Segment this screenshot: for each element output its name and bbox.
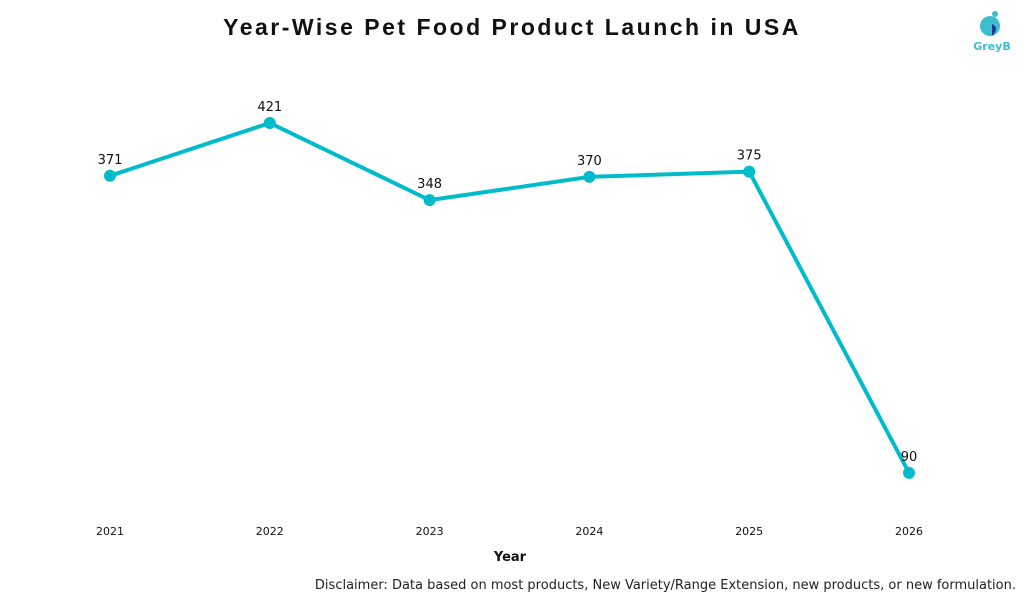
data-label: 90 bbox=[901, 450, 918, 465]
x-axis-label: Year bbox=[493, 550, 527, 565]
x-tick-label: 2022 bbox=[256, 525, 284, 538]
data-label: 348 bbox=[417, 177, 442, 192]
data-point bbox=[104, 169, 116, 182]
data-label: 421 bbox=[257, 100, 282, 115]
logo-icon bbox=[980, 11, 1000, 36]
data-point bbox=[903, 466, 915, 479]
x-tick-label: 2024 bbox=[575, 525, 603, 538]
chart-title: Year-Wise Pet Food Product Launch in USA bbox=[223, 14, 801, 40]
greyb-logo: GreyB bbox=[968, 6, 1016, 58]
x-tick-label: 2023 bbox=[416, 525, 444, 538]
data-label: 370 bbox=[577, 154, 602, 169]
x-tick-label: 2026 bbox=[895, 525, 923, 538]
logo-text: GreyB bbox=[973, 40, 1011, 53]
series-line bbox=[109, 120, 911, 474]
data-label: 375 bbox=[737, 149, 762, 164]
data-point bbox=[263, 116, 276, 129]
data-point bbox=[583, 170, 596, 183]
data-point bbox=[743, 165, 756, 178]
data-label: 371 bbox=[98, 153, 123, 168]
disclaimer: Disclaimer: Data based on most products,… bbox=[314, 578, 1016, 593]
x-tick-label: 2021 bbox=[96, 525, 124, 538]
x-tick-label: 2025 bbox=[735, 525, 763, 538]
data-point bbox=[423, 194, 436, 207]
